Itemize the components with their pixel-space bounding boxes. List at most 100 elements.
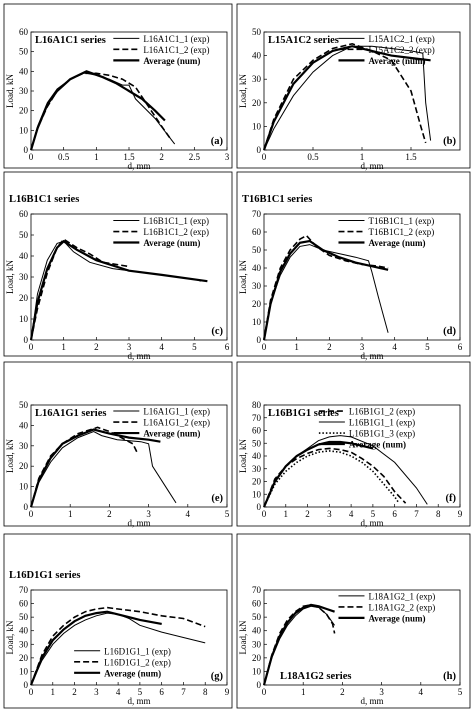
series-line [263,447,407,508]
x-axis-label: d, mm [360,696,383,706]
x-tick-label: 0 [29,509,34,519]
x-tick-label: 3 [127,342,132,352]
y-tick-label: 40 [19,626,29,636]
y-tick-label: 0 [24,502,29,512]
chart-panel-g: 0 1 2 3 4 5 6 7 8 9 0 10 20 30 40 50 60 70 d, mm Load, kN L1… [3,533,233,709]
x-tick-label: 5 [371,509,376,519]
x-tick-label: 8 [203,687,208,697]
panel-frame [3,171,233,357]
x-tick-label: 2 [327,342,332,352]
x-tick-label: 3 [225,152,230,162]
y-tick-label: 60 [19,209,29,219]
panel-label: (a) [211,136,224,147]
x-tick-label: 3 [146,509,151,519]
x-axis-label: d, mm [127,518,150,528]
panel-label: (e) [211,493,223,504]
series-line [263,42,427,151]
series-line [30,430,177,508]
y-tick-label: 70 [252,209,262,219]
y-tick-label: 0 [257,680,262,690]
y-tick-label: 50 [252,438,262,448]
y-tick-label: 50 [252,27,262,37]
series-line [29,239,208,341]
legend-entry: Average (num) [368,238,425,248]
x-tick-label: 1.5 [405,152,417,162]
y-tick-label: 80 [252,400,262,410]
panel-frame [236,171,471,357]
x-tick-label: 9 [458,509,463,519]
x-tick-label: 4 [419,687,424,697]
x-tick-label: 2 [340,687,345,697]
y-tick-label: 20 [252,299,262,309]
chart-title: T16B1C1 series [242,194,312,205]
series-line [30,612,206,686]
y-tick-label: 20 [252,653,262,663]
series-line [30,72,173,151]
legend-entry: L16A1G1_2 (exp) [143,418,210,428]
y-axis-label: Load, kN [238,74,248,108]
panel-label: (d) [443,326,456,337]
y-axis-label: Load, kN [238,260,248,294]
x-tick-label: 0 [262,687,267,697]
y-tick-label: 40 [252,451,262,461]
series-line [30,72,176,151]
x-tick-label: 1 [68,509,73,519]
x-tick-label: 1.5 [123,152,135,162]
panel-label: (f) [446,493,457,504]
x-tick-label: 2.5 [189,152,201,162]
x-tick-label: 4 [349,509,354,519]
y-tick-label: 50 [19,612,29,622]
y-tick-label: 10 [19,482,29,492]
y-tick-label: 20 [19,461,29,471]
series-line [29,70,166,151]
legend-entry: L16D1G1_2 (exp) [104,657,171,667]
x-tick-label: 6 [458,342,463,352]
y-tick-label: 60 [252,227,262,237]
panel-frame [3,3,233,169]
x-tick-label: 0.5 [307,152,319,162]
x-tick-label: 4 [392,342,397,352]
x-tick-label: 5 [138,687,143,697]
series-line [29,610,162,686]
x-tick-label: 5 [458,687,463,697]
legend-entry: L15A1C2_1 (exp) [368,34,434,44]
y-tick-label: 10 [252,121,262,131]
legend-entry: L16A1C1_2 (exp) [143,45,209,55]
chart-title: L16B1G1 series [268,408,339,419]
panel-frame [3,533,233,709]
series-line [262,440,374,508]
legend-entry: Average (num) [104,668,161,678]
panel-label: (h) [443,671,456,682]
x-tick-label: 0.5 [58,152,70,162]
y-tick-label: 10 [19,314,29,324]
y-tick-label: 0 [257,335,262,345]
legend-entry: L16B1G1_1 (exp) [349,418,415,428]
y-tick-label: 0 [257,145,262,155]
panel-frame [3,361,233,527]
y-tick-label: 30 [252,281,262,291]
y-tick-label: 20 [252,98,262,108]
x-tick-label: 1 [294,342,299,352]
y-tick-label: 30 [19,441,29,451]
legend-entry: Average (num) [349,440,406,450]
y-axis-label: Load, kN [5,620,15,654]
y-tick-label: 10 [19,666,29,676]
x-tick-label: 1 [51,687,56,697]
series-line [262,603,335,686]
x-tick-label: 5 [225,509,230,519]
x-tick-label: 3 [327,509,332,519]
x-tick-label: 2 [107,509,112,519]
x-tick-label: 9 [225,687,230,697]
x-tick-label: 4 [186,509,191,519]
y-tick-label: 60 [252,599,262,609]
y-tick-label: 50 [252,245,262,255]
legend-entry: Average (num) [368,56,425,66]
y-tick-label: 20 [19,293,29,303]
x-tick-label: 0 [262,509,267,519]
chart-title: L16A1C1 series [35,35,106,46]
y-tick-label: 40 [252,51,262,61]
chart-title: L16B1C1 series [9,194,79,205]
